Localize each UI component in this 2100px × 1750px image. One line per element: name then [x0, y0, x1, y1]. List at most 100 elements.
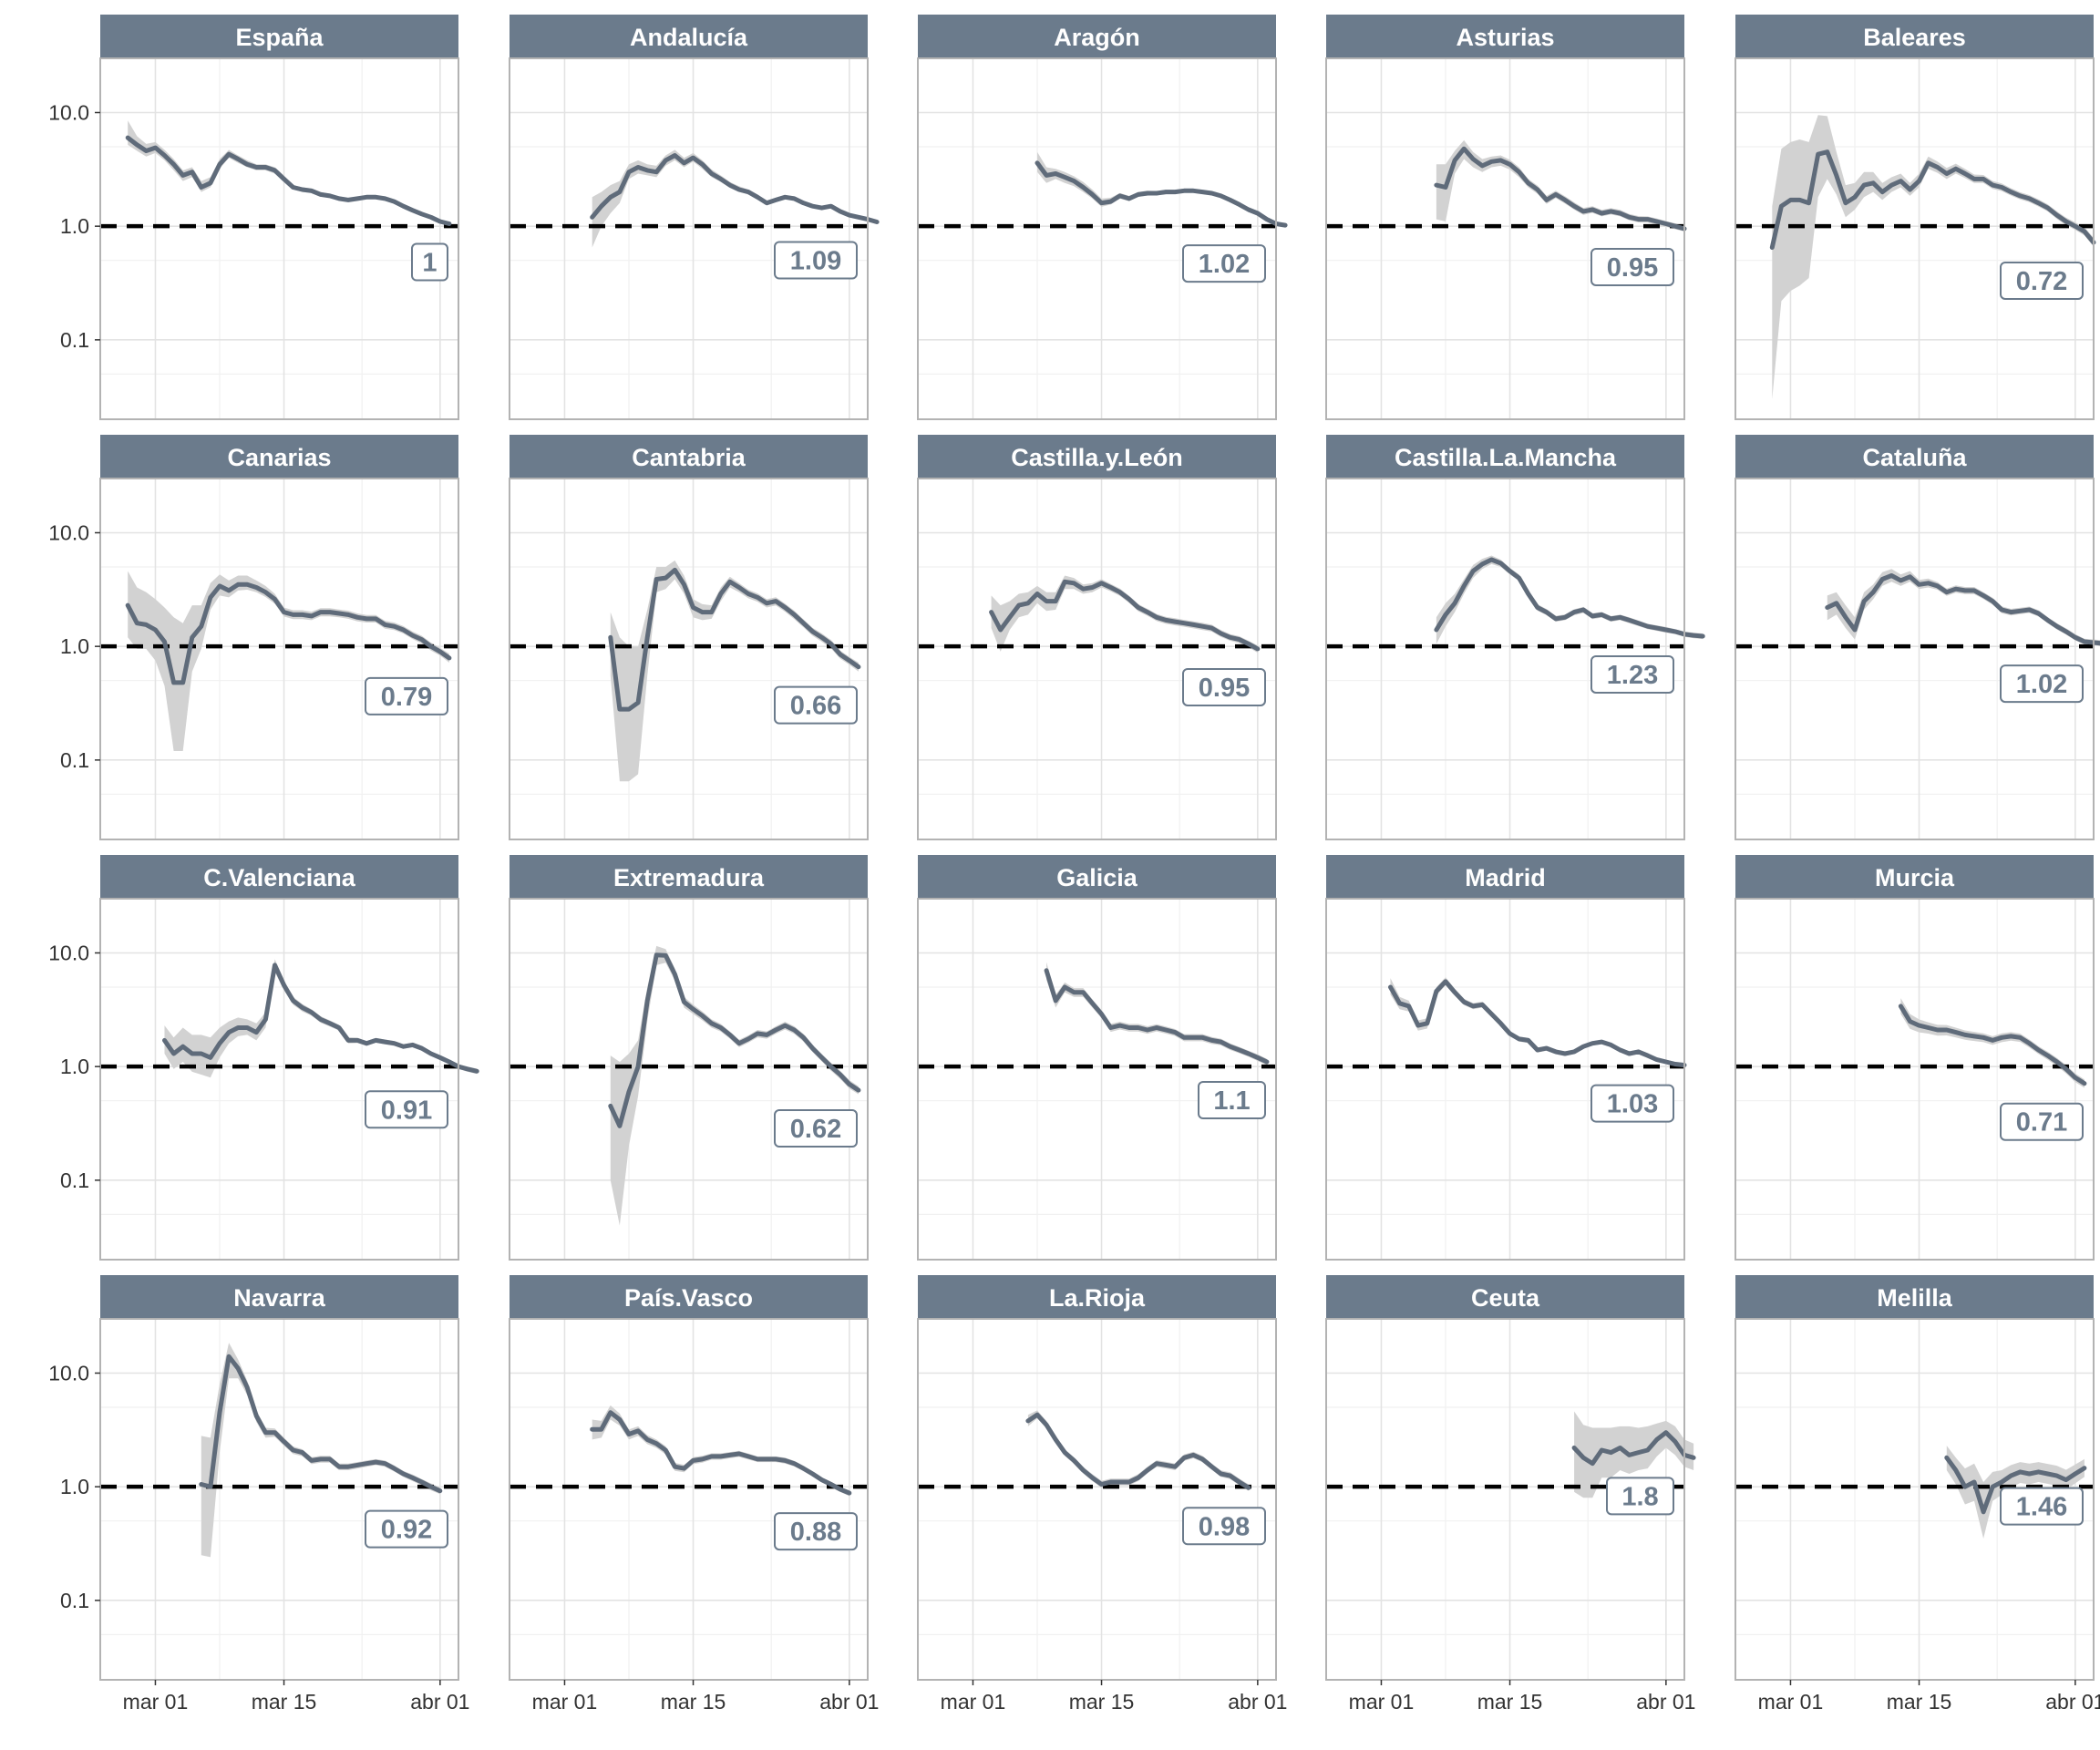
y-tick-label: 0.1: [60, 328, 89, 352]
x-tick-label: abr 01: [1228, 1690, 1287, 1714]
facet-title: Asturias: [1456, 24, 1554, 51]
value-label: 1.02: [2000, 664, 2084, 704]
panel-border: [917, 898, 1277, 1261]
value-label-text: 1.46: [2016, 1493, 2067, 1522]
estimate-line: [590, 1410, 852, 1496]
facet-title: Cantabria: [632, 444, 746, 471]
x-tick-label: abr 01: [1636, 1690, 1695, 1714]
facet-title: Canarias: [227, 444, 331, 471]
value-label-box: [774, 1512, 858, 1551]
facet-strip: [100, 15, 458, 58]
x-tick-label: abr 01: [2045, 1690, 2100, 1714]
facet-strip: [1326, 435, 1684, 479]
facet-title: Ceuta: [1471, 1284, 1540, 1312]
panel-border: [1735, 57, 2095, 420]
confidence-band: [1900, 998, 2085, 1088]
y-tick-label: 10.0: [48, 100, 89, 124]
value-label-box: [2000, 1102, 2084, 1141]
confidence-band: [128, 120, 449, 226]
value-label: 1.23: [1590, 654, 1674, 694]
value-label: 0.95: [1590, 247, 1674, 286]
x-tick-label: mar 01: [941, 1690, 1006, 1714]
facet-strip: [1326, 1275, 1684, 1319]
facet-strip: [1326, 15, 1684, 58]
facet-panel: Melilla 1.46 mar 01 mar 15 abr 01: [1735, 1275, 2100, 1714]
value-label-text: 0.79: [381, 683, 432, 712]
facet-panel: España 1 0.1 1.0 10.0: [48, 15, 459, 420]
confidence-band: [592, 1405, 849, 1497]
value-label-text: 1.02: [1199, 250, 1250, 279]
facet-strip: [1735, 855, 2094, 899]
facet-title: Baleares: [1863, 24, 1966, 51]
x-tick-label: mar 01: [1758, 1690, 1824, 1714]
panel-border: [1735, 898, 2095, 1261]
value-label: 1.02: [1182, 244, 1266, 283]
y-tick-label: 10.0: [48, 1361, 89, 1385]
estimate-line: [1898, 1004, 2087, 1086]
confidence-band: [592, 149, 878, 248]
panel-border: [1325, 898, 1685, 1261]
value-label-box: [365, 676, 448, 715]
estimate-line: [1825, 573, 2100, 646]
facet-panel: Baleares 0.72: [1735, 15, 2096, 420]
facet-panel: Asturias 0.95: [1325, 15, 1687, 420]
value-label-text: 0.92: [381, 1516, 432, 1545]
x-tick-label: abr 01: [819, 1690, 879, 1714]
value-label-box: [411, 242, 448, 282]
estimate-line: [1769, 149, 2096, 250]
value-label-box: [365, 1509, 448, 1549]
facet-strip: [918, 1275, 1276, 1319]
estimate-line: [1025, 1412, 1251, 1490]
facet-panel: Cantabria 0.66: [509, 435, 869, 840]
facet-title: Castilla.y.León: [1011, 444, 1183, 471]
value-label: 0.72: [2000, 261, 2084, 300]
x-tick-label: mar 15: [1477, 1690, 1543, 1714]
value-label: 1.8: [1606, 1477, 1674, 1516]
panel-border: [509, 57, 869, 420]
facet-strip: [918, 855, 1276, 899]
facet-panel: Extremadura 0.62: [509, 855, 869, 1261]
value-label: 0.91: [365, 1090, 448, 1129]
value-label-box: [2000, 664, 2084, 704]
x-tick-label: mar 15: [252, 1690, 317, 1714]
panel-border: [99, 898, 459, 1261]
estimate-line: [199, 1354, 443, 1494]
value-label-box: [774, 1109, 858, 1148]
facet-panel: Galicia 1.1: [917, 855, 1277, 1261]
value-label-box: [1182, 244, 1266, 283]
x-tick-label: mar 15: [661, 1690, 726, 1714]
x-tick-label: mar 01: [1349, 1690, 1415, 1714]
value-label: 1.03: [1590, 1084, 1674, 1123]
facet-panel: Castilla.La.Mancha 1.23: [1325, 435, 1705, 840]
value-label-box: [774, 241, 858, 280]
value-label-text: 0.91: [381, 1096, 432, 1125]
value-label-text: 1.8: [1621, 1482, 1658, 1511]
facet-strip: [1735, 435, 2094, 479]
estimate-line: [1035, 160, 1288, 228]
value-label: 0.71: [2000, 1102, 2084, 1141]
estimate-line: [608, 952, 861, 1128]
facet-panel: Castilla.y.León 0.95: [917, 435, 1277, 840]
facet-panel: Aragón 1.02: [917, 15, 1288, 420]
panel-border: [917, 1318, 1277, 1681]
facet-strip: [510, 15, 868, 58]
y-tick-label: 10.0: [48, 520, 89, 544]
facet-panel: País.Vasco 0.88 mar 01 mar 15 abr 01: [509, 1275, 879, 1714]
value-label-box: [1198, 1081, 1266, 1120]
facet-title: País.Vasco: [624, 1284, 753, 1312]
facet-strip: [1735, 1275, 2094, 1319]
facet-title: Murcia: [1875, 864, 1955, 891]
facet-title: Cataluña: [1862, 444, 1967, 471]
facet-strip: [510, 435, 868, 479]
facet-panel: Cataluña 1.02: [1735, 435, 2100, 840]
panel-border: [99, 478, 459, 840]
confidence-band: [1436, 139, 1684, 232]
estimate-line: [590, 153, 880, 224]
facet-strip: [918, 435, 1276, 479]
confidence-band: [128, 571, 449, 751]
panel-border: [509, 1318, 869, 1681]
value-label-text: 0.72: [2016, 267, 2067, 296]
value-label-box: [2000, 1487, 2084, 1526]
confidence-band: [610, 560, 859, 782]
